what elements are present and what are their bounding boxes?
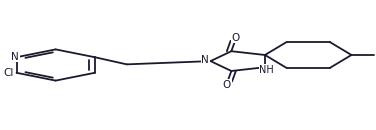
Text: N: N [11,52,19,62]
Text: N: N [202,56,209,65]
Text: O: O [223,80,231,90]
Text: Cl: Cl [3,68,14,77]
Text: O: O [232,32,240,43]
Text: NH: NH [259,65,274,75]
